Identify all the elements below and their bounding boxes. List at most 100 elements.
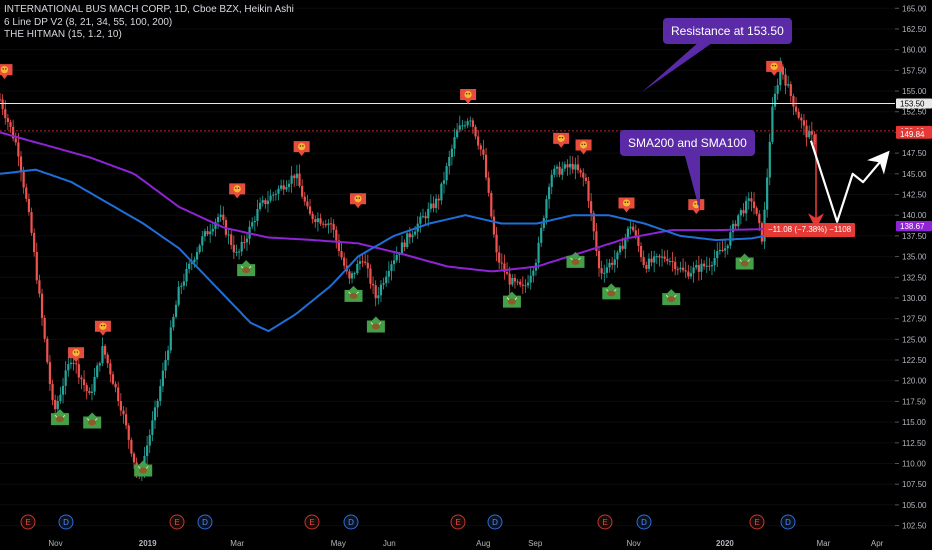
candle-body xyxy=(27,198,30,212)
candle-body xyxy=(505,271,509,274)
y-tick-label: 140.00 xyxy=(902,211,927,220)
candle-body xyxy=(395,254,398,261)
candle-body xyxy=(482,149,485,155)
price-label-text: 153.50 xyxy=(900,99,925,108)
candle-body xyxy=(287,183,291,188)
moving-averages xyxy=(0,131,813,333)
bear-eye-right xyxy=(237,187,240,189)
candle-body xyxy=(574,164,577,170)
candle-body xyxy=(547,186,551,200)
candle-body xyxy=(253,220,256,223)
candle-body xyxy=(151,420,154,436)
candle-body xyxy=(752,201,756,208)
indicator-6-line-dp[interactable]: 6 Line DP V2 (8, 21, 34, 55, 100, 200) xyxy=(4,17,173,28)
candle-body xyxy=(537,242,540,263)
bear-icon xyxy=(622,199,631,207)
y-tick-label: 122.50 xyxy=(902,356,927,365)
price-label-box xyxy=(896,128,932,139)
candle-body xyxy=(59,394,62,402)
candle-body xyxy=(490,192,493,217)
candle-body xyxy=(603,272,606,274)
candle-body xyxy=(125,414,128,426)
candle-body xyxy=(529,275,532,283)
bull-signal xyxy=(735,253,754,270)
dividend-marker-label: D xyxy=(492,518,498,527)
candle-body xyxy=(403,242,406,248)
candle-body xyxy=(324,224,327,226)
candle-body xyxy=(198,245,201,253)
candle-body xyxy=(337,240,341,252)
candle-body xyxy=(555,166,559,169)
bear-eye-right xyxy=(468,93,471,95)
time-axis[interactable]: Nov 2019 Mar May Jun Aug Sep Nov 2020 Mar Apr xyxy=(48,539,883,548)
candle-body xyxy=(85,385,88,392)
candle-body xyxy=(571,163,574,170)
candle-body xyxy=(340,251,343,258)
candle-body xyxy=(301,185,304,197)
candle-body xyxy=(595,231,598,251)
candle-body xyxy=(477,136,480,146)
candle-body xyxy=(96,365,99,377)
candle-body xyxy=(658,256,661,258)
candle-body xyxy=(227,234,230,236)
candle-body xyxy=(366,262,369,269)
annotations-layer xyxy=(642,41,890,230)
candle-body xyxy=(703,263,706,267)
candle-body xyxy=(348,271,351,279)
candle-body xyxy=(382,283,385,285)
resistance-callout[interactable]: Resistance at 153.50 xyxy=(663,18,792,44)
event-markers[interactable]: E E E E E ED D D D D D xyxy=(20,514,796,530)
candle-body xyxy=(329,223,333,225)
candle-body xyxy=(206,231,209,235)
candle-body xyxy=(54,399,57,410)
candle-body xyxy=(256,209,259,221)
candle-body xyxy=(264,200,267,205)
bull-signal xyxy=(502,291,521,308)
dividend-marker: D xyxy=(636,514,652,530)
candle-body xyxy=(14,138,17,143)
candle-body xyxy=(576,164,580,171)
sma-callout[interactable]: SMA200 and SMA100 xyxy=(620,130,755,156)
candle-body xyxy=(597,250,601,269)
indicator-hitman[interactable]: THE HITMAN (15, 1.2, 10) xyxy=(4,29,122,40)
candle-body xyxy=(369,268,372,284)
candle-body xyxy=(390,264,393,272)
candle-body xyxy=(621,245,624,249)
x-tick-label: Mar xyxy=(817,539,831,548)
candle-body xyxy=(298,173,301,186)
bear-signal xyxy=(68,347,85,363)
bear-icon xyxy=(770,62,778,70)
candle-body xyxy=(458,125,461,130)
candle-body xyxy=(67,364,70,371)
candle-body xyxy=(484,154,488,178)
candle-body xyxy=(148,435,151,446)
candle-body xyxy=(624,237,627,249)
candle-body xyxy=(411,234,414,238)
candle-body xyxy=(188,263,191,269)
y-tick-label: 147.50 xyxy=(902,149,927,158)
candle-body xyxy=(230,234,233,245)
candle-body xyxy=(805,125,808,138)
candle-body xyxy=(385,276,388,284)
bear-eye-left xyxy=(694,203,696,205)
candle-body xyxy=(708,265,711,267)
candle-body xyxy=(800,117,803,121)
earnings-marker-label: E xyxy=(25,518,30,527)
earnings-marker-label: E xyxy=(754,518,759,527)
price-axis[interactable]: 102.50 105.00 107.50 110.00 112.50 115.00 117.… xyxy=(895,4,932,531)
candle-body xyxy=(69,362,73,365)
candle-body xyxy=(311,213,314,220)
candle-body xyxy=(645,265,648,269)
y-tick-label: 107.50 xyxy=(902,480,927,489)
bull-horns xyxy=(739,259,750,262)
bull-horns xyxy=(370,322,382,325)
bear-icon xyxy=(0,66,9,74)
candle-body xyxy=(193,259,196,263)
candle-body xyxy=(379,284,383,296)
bear-signal xyxy=(688,199,705,215)
candle-body xyxy=(258,202,262,210)
candle-body xyxy=(93,376,96,392)
bear-eye-right xyxy=(584,143,586,146)
candle-body xyxy=(356,263,359,274)
